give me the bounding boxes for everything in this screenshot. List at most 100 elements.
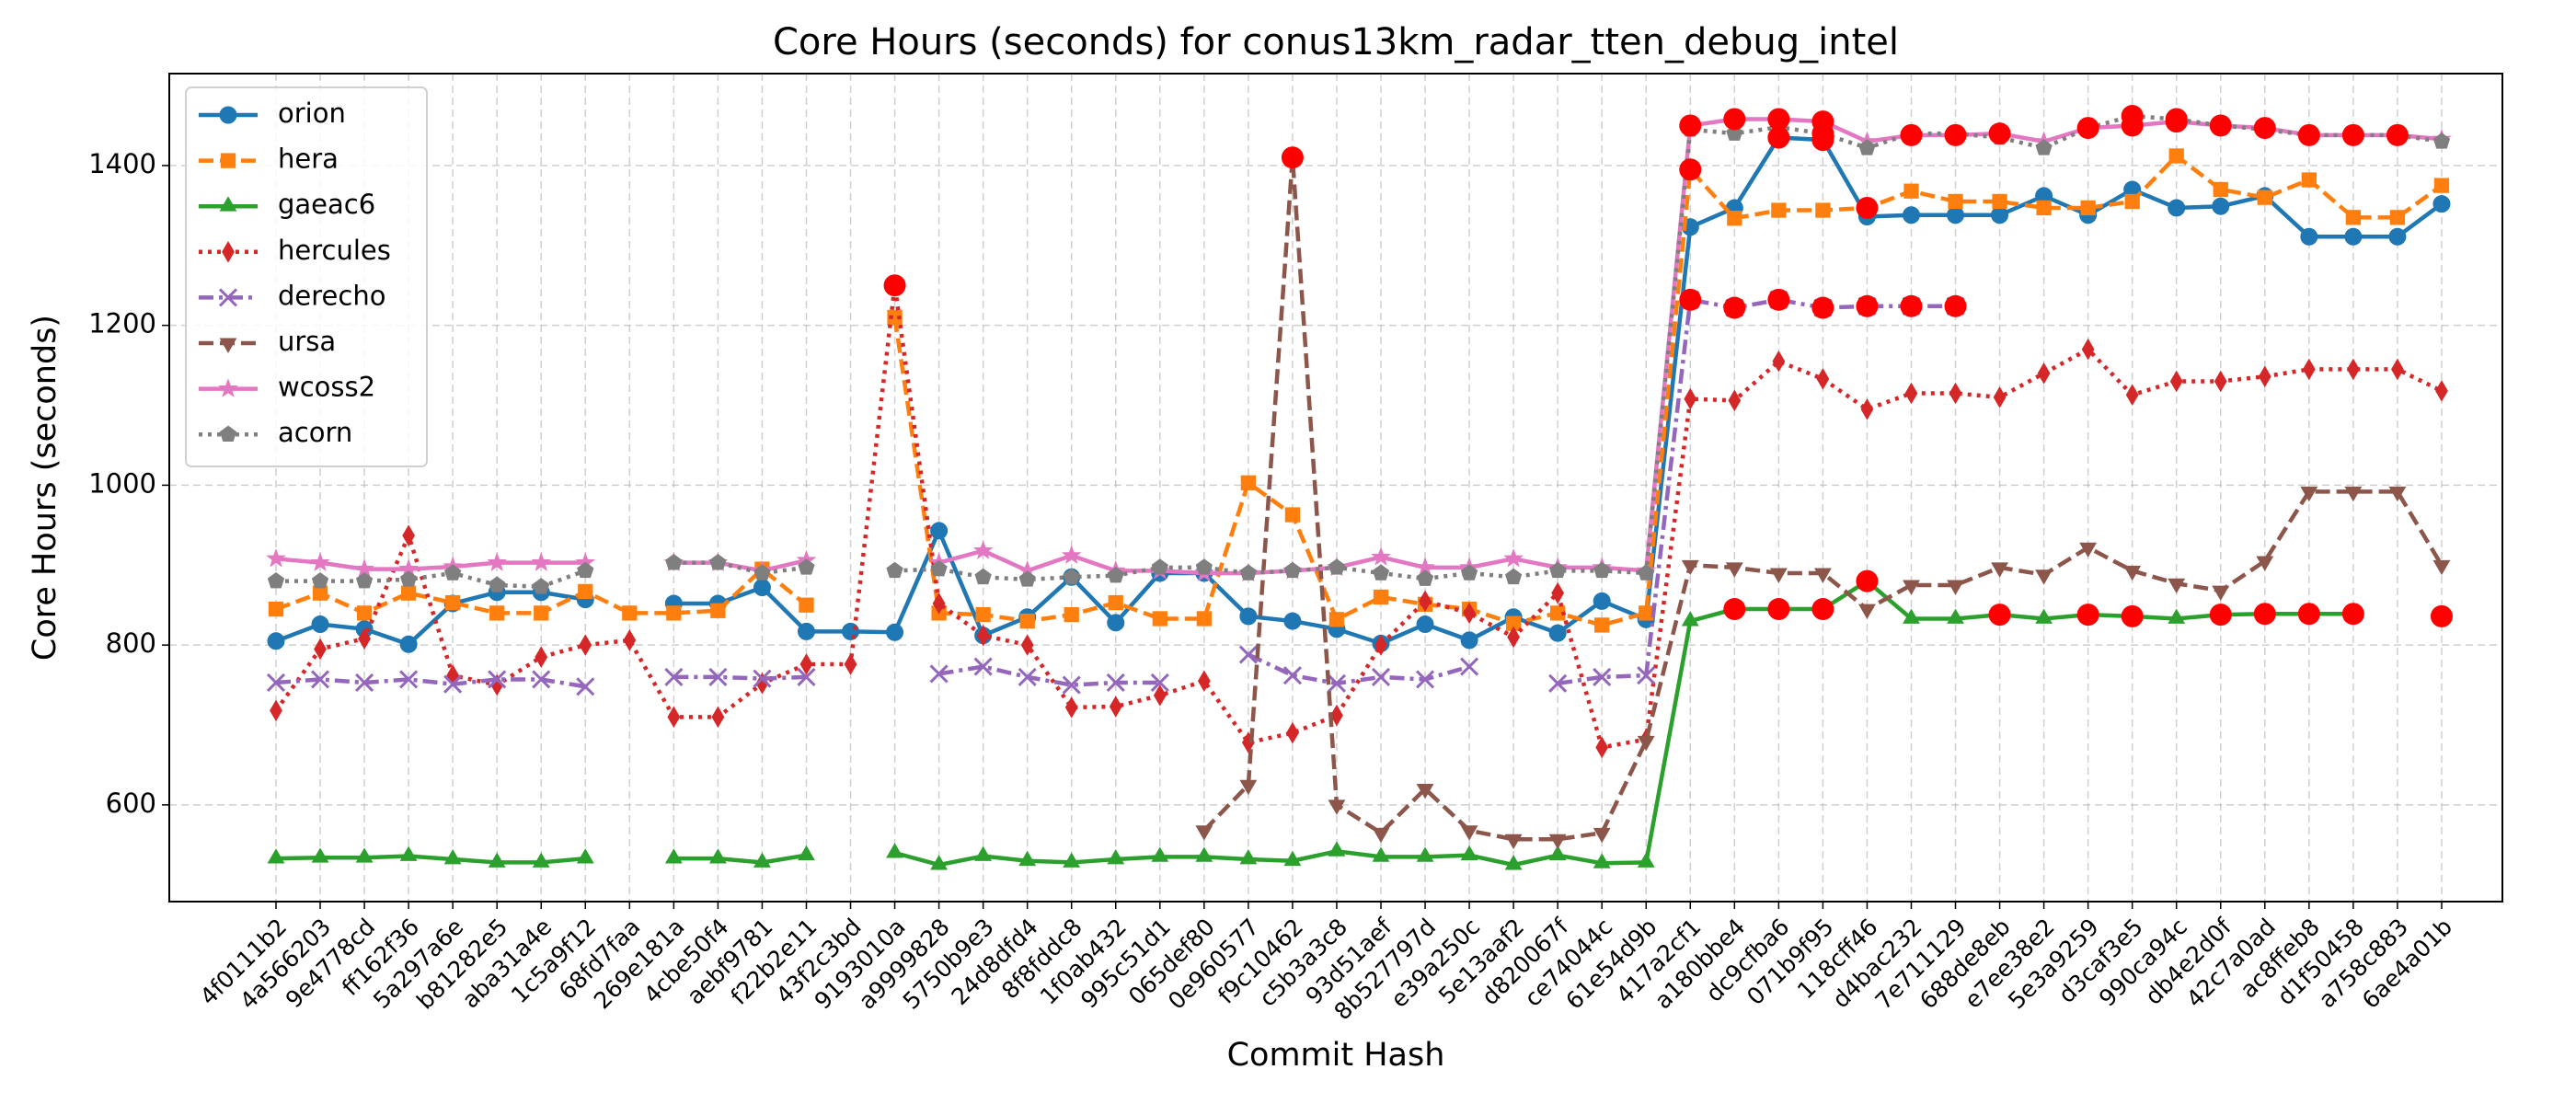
marker: [1460, 657, 1479, 676]
marker: [1548, 834, 1567, 850]
y-tick-label: 600: [106, 788, 156, 819]
highlight-dot: [2386, 123, 2409, 146]
marker: [535, 646, 548, 668]
highlight-dot: [2121, 604, 2144, 627]
marker: [531, 552, 552, 571]
marker: [2432, 195, 2451, 213]
marker: [399, 570, 418, 587]
marker: [270, 699, 282, 722]
series-line: [275, 677, 586, 689]
marker: [753, 579, 771, 597]
marker: [2035, 569, 2053, 585]
highlight-dot: [1811, 122, 1834, 145]
marker: [358, 627, 371, 650]
legend-marker: [219, 106, 237, 124]
marker: [1372, 846, 1390, 862]
marker: [799, 653, 813, 675]
marker: [1064, 606, 1079, 623]
marker: [1416, 615, 1434, 634]
highlight-dot: [2121, 105, 2144, 128]
marker: [708, 667, 728, 686]
marker: [664, 667, 684, 686]
highlight-dot: [1856, 294, 1879, 317]
highlight-dot: [1679, 158, 1702, 181]
marker: [1282, 666, 1302, 685]
legend-label: wcoss2: [278, 372, 375, 403]
marker: [1947, 206, 1965, 224]
marker: [1947, 608, 1964, 624]
marker: [1463, 602, 1476, 625]
marker: [1419, 590, 1432, 613]
marker: [842, 622, 860, 640]
highlight-dot: [1723, 598, 1746, 621]
marker: [1637, 852, 1655, 868]
marker: [356, 605, 373, 621]
highlight-dot: [1723, 296, 1746, 319]
marker: [2035, 608, 2053, 624]
marker: [2389, 210, 2406, 225]
marker: [311, 847, 329, 863]
marker: [930, 522, 949, 540]
marker: [2433, 178, 2450, 193]
highlight-dot: [1811, 598, 1834, 621]
marker: [1151, 558, 1168, 575]
marker: [1551, 581, 1565, 604]
marker: [2168, 199, 2186, 217]
marker: [972, 540, 994, 559]
marker: [932, 592, 946, 615]
highlight-dot: [1944, 294, 1967, 317]
marker: [2388, 486, 2407, 502]
marker: [1019, 613, 1035, 629]
marker: [1593, 592, 1611, 610]
marker: [753, 669, 772, 688]
marker: [576, 848, 594, 864]
marker: [310, 670, 330, 689]
marker: [930, 559, 948, 577]
marker: [488, 670, 507, 689]
marker: [2432, 132, 2451, 149]
marker: [399, 845, 418, 861]
highlight-dot: [2341, 603, 2364, 626]
marker: [1240, 475, 1257, 490]
legend-box: [185, 86, 428, 467]
highlight-dot: [1944, 123, 1967, 146]
marker: [1503, 547, 1524, 568]
marker: [753, 564, 771, 581]
marker: [2168, 148, 2184, 164]
marker: [2257, 190, 2272, 205]
marker: [929, 664, 949, 684]
highlight-dot: [883, 274, 906, 297]
marker: [1993, 386, 2007, 408]
marker: [1549, 561, 1567, 579]
marker: [623, 629, 637, 651]
series-line: [1557, 297, 1956, 686]
marker: [2081, 338, 2095, 361]
highlight-dot: [2297, 603, 2320, 626]
marker: [1328, 558, 1346, 575]
series-line: [892, 153, 2444, 627]
marker: [1373, 589, 1389, 605]
marker: [1238, 645, 1258, 664]
marker: [1772, 350, 1786, 373]
legend-label: ursa: [278, 326, 336, 357]
marker: [2125, 384, 2139, 407]
marker: [576, 677, 595, 696]
marker: [1548, 624, 1567, 642]
marker: [1152, 611, 1167, 627]
legend-marker: [219, 425, 237, 442]
marker: [443, 849, 462, 865]
marker: [1638, 564, 1655, 581]
marker: [1637, 666, 1656, 685]
marker: [1903, 183, 1919, 199]
marker: [1371, 667, 1391, 686]
marker: [976, 624, 990, 647]
highlight-dot: [2209, 604, 2232, 627]
marker: [1858, 139, 1876, 155]
marker: [579, 634, 592, 656]
highlight-dot: [2430, 604, 2453, 627]
marker: [1816, 368, 1830, 390]
marker: [1639, 605, 1654, 621]
series-line: [275, 557, 586, 571]
marker: [709, 554, 727, 570]
